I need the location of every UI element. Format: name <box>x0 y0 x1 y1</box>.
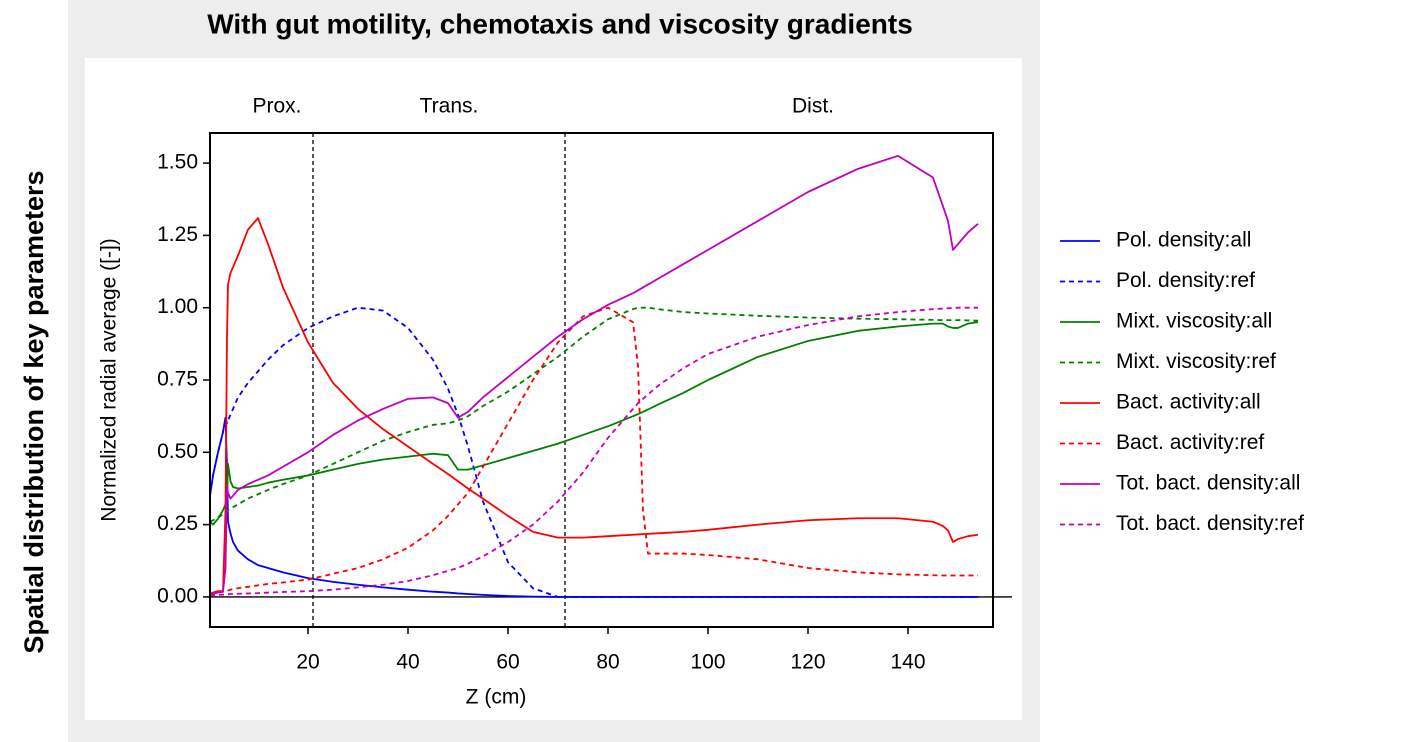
series-line <box>210 306 978 597</box>
series-line <box>210 306 978 598</box>
x-tick-label: 60 <box>496 651 519 674</box>
y-tick-label: 1.50 <box>157 151 198 174</box>
region-label: Prox. <box>252 95 301 118</box>
x-tick-label: 120 <box>790 651 825 674</box>
region-label: Trans. <box>420 95 479 118</box>
x-tick-label: 100 <box>690 651 725 674</box>
legend-label: Pol. density:all <box>1116 229 1251 252</box>
outer-y-label: Spatial distribution of key parameters <box>19 170 49 653</box>
series-group <box>210 154 979 598</box>
series-line <box>210 217 979 595</box>
y-tick-label: 0.25 <box>157 512 198 535</box>
x-tick-label: 80 <box>596 651 619 674</box>
series-line <box>210 154 979 595</box>
legend-label: Mixt. viscosity:ref <box>1116 350 1276 373</box>
legend-label: Bact. activity:ref <box>1116 431 1264 454</box>
legend-label: Bact. activity:all <box>1116 391 1261 414</box>
region-label: Dist. <box>792 95 834 118</box>
axes-frame <box>209 132 994 628</box>
x-tick-label: 40 <box>396 651 419 674</box>
y-tick-label: 0.75 <box>157 368 198 391</box>
y-tick-label: 1.00 <box>157 295 198 318</box>
chart-title: With gut motility, chemotaxis and viscos… <box>207 8 913 39</box>
y-tick-label: 0.00 <box>157 584 198 607</box>
x-axis-label: Z (cm) <box>466 686 527 709</box>
legend-label: Tot. bact. density:all <box>1116 472 1300 495</box>
legend-label: Pol. density:ref <box>1116 269 1255 292</box>
x-tick-label: 140 <box>890 651 925 674</box>
figure-background <box>85 58 1022 720</box>
legend-label: Tot. bact. density:ref <box>1116 512 1304 535</box>
legend-label: Mixt. viscosity:all <box>1116 310 1272 333</box>
series-line <box>210 306 978 595</box>
y-tick-label: 0.50 <box>157 440 198 463</box>
x-tick-label: 20 <box>296 651 319 674</box>
y-axis-label: Normalized radial average ([-]) <box>98 238 121 522</box>
y-tick-label: 1.25 <box>157 223 198 246</box>
series-line <box>210 306 979 523</box>
